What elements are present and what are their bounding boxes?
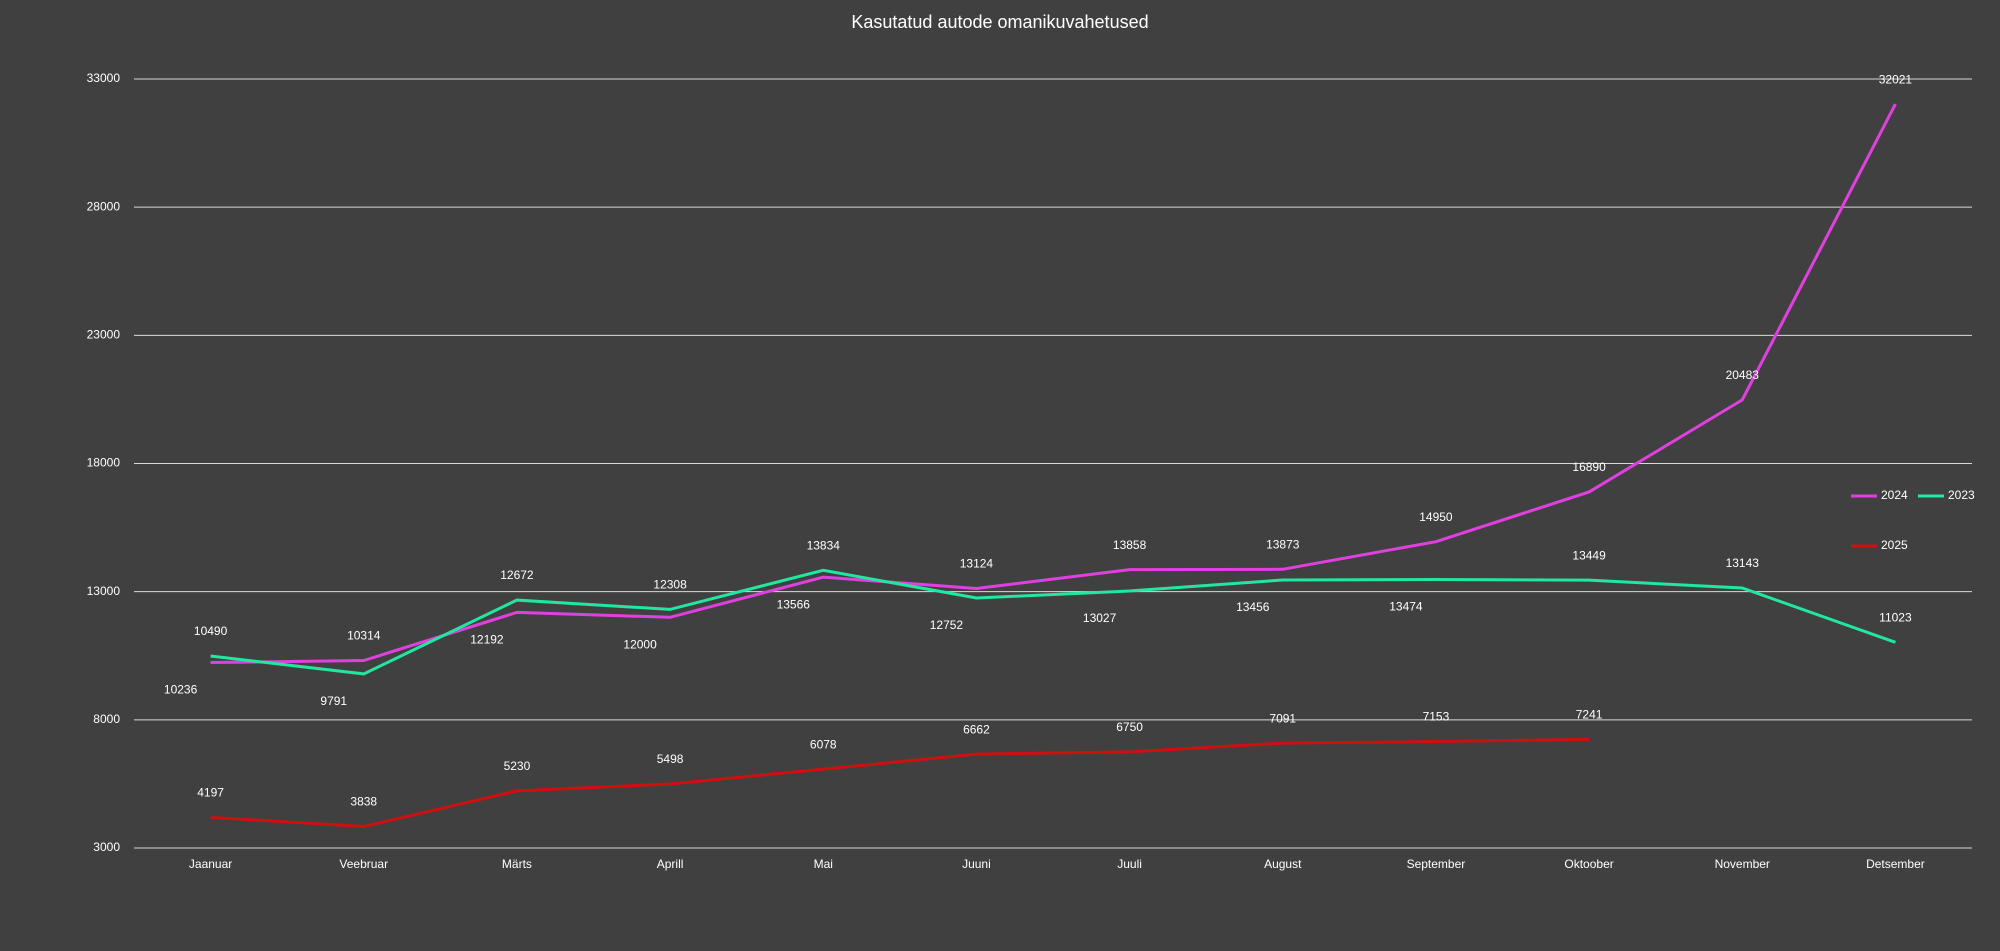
series-line [210, 737, 1590, 829]
x-tick-label: Mai [814, 857, 833, 871]
data-label: 13566 [777, 597, 811, 611]
data-label: 12000 [623, 637, 657, 651]
data-label: 20483 [1726, 368, 1760, 382]
chart-title: Kasutatud autode omanikuvahetused [851, 12, 1148, 32]
y-tick-label: 23000 [87, 328, 121, 342]
x-tick-label: Juuli [1117, 857, 1142, 871]
data-label: 3838 [350, 795, 377, 809]
data-label: 13449 [1572, 548, 1606, 562]
x-tick-label: Jaanuar [189, 857, 232, 871]
data-label: 13124 [960, 557, 994, 571]
data-label: 7091 [1269, 711, 1296, 725]
x-tick-label: Juuni [962, 857, 991, 871]
series-line [210, 103, 1897, 665]
data-label: 14950 [1419, 510, 1453, 524]
data-label: 10236 [164, 683, 198, 697]
data-label: 16890 [1572, 460, 1606, 474]
data-label: 6750 [1116, 720, 1143, 734]
data-label: 13456 [1236, 600, 1270, 614]
x-tick-label: Oktoober [1564, 857, 1613, 871]
data-label: 13858 [1113, 538, 1147, 552]
legend-label: 2023 [1948, 488, 1975, 502]
legend-label: 2024 [1881, 488, 1908, 502]
x-tick-label: Märts [502, 857, 532, 871]
data-label: 5230 [504, 759, 531, 773]
x-tick-label: August [1264, 857, 1302, 871]
legend-label: 2025 [1881, 538, 1908, 552]
y-tick-label: 3000 [93, 840, 120, 854]
data-label: 13474 [1389, 600, 1423, 614]
data-label: 7153 [1423, 710, 1450, 724]
x-tick-label: September [1407, 857, 1466, 871]
data-label: 13143 [1726, 556, 1760, 570]
x-tick-label: Veebruar [339, 857, 388, 871]
data-label: 6662 [963, 722, 990, 736]
y-tick-label: 8000 [93, 712, 120, 726]
data-label: 12752 [930, 618, 964, 632]
x-tick-label: Aprill [657, 857, 684, 871]
data-label: 5498 [657, 752, 684, 766]
x-tick-label: Detsember [1866, 857, 1925, 871]
data-label: 13834 [807, 538, 841, 552]
data-label: 4197 [197, 785, 224, 799]
data-label: 13873 [1266, 537, 1300, 551]
data-label: 7241 [1576, 707, 1603, 721]
data-label: 13027 [1083, 611, 1117, 625]
data-label: 10490 [194, 624, 228, 638]
data-label: 10314 [347, 629, 381, 643]
data-label: 9791 [320, 694, 347, 708]
data-label: 12308 [653, 578, 687, 592]
data-label: 32021 [1879, 72, 1913, 86]
data-label: 6078 [810, 737, 837, 751]
y-tick-label: 13000 [87, 584, 121, 598]
series-line [210, 568, 1896, 676]
y-tick-label: 33000 [87, 71, 121, 85]
y-tick-label: 28000 [87, 199, 121, 213]
data-label: 11023 [1879, 611, 1912, 625]
data-label: 12192 [470, 633, 504, 647]
data-label: 12672 [500, 568, 534, 582]
y-tick-label: 18000 [87, 456, 121, 470]
x-tick-label: November [1715, 857, 1770, 871]
